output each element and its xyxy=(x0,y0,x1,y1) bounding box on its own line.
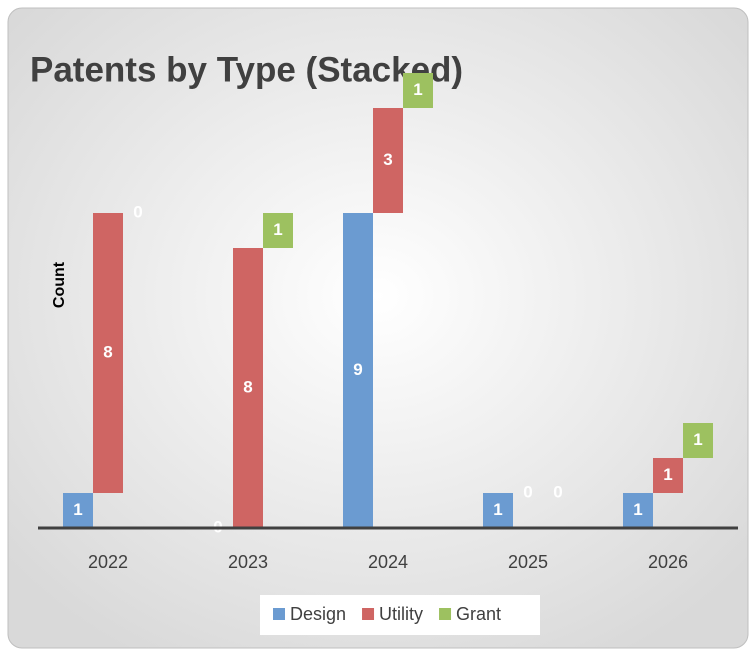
x-tick-label: 2025 xyxy=(508,552,548,572)
bar-segment xyxy=(63,493,93,528)
legend-label: Design xyxy=(290,604,346,624)
chart-background xyxy=(7,7,749,649)
bar-segment xyxy=(653,458,683,493)
legend-swatch xyxy=(439,608,452,620)
data-label: 3 xyxy=(383,150,392,169)
bar-segment xyxy=(93,213,123,493)
x-tick-label: 2024 xyxy=(368,552,408,572)
bar-segment xyxy=(483,493,513,528)
data-label: 1 xyxy=(273,220,282,239)
chart-title: Patents by Type (Stacked) xyxy=(30,50,463,89)
data-label: 0 xyxy=(133,202,142,221)
x-tick-label: 2026 xyxy=(648,552,688,572)
data-label: 9 xyxy=(353,360,362,379)
data-label: 8 xyxy=(103,342,112,361)
data-label: 1 xyxy=(493,500,502,519)
bar-segment xyxy=(343,213,373,528)
legend-swatch xyxy=(362,608,375,620)
bar-segment xyxy=(683,423,713,458)
legend-label: Grant xyxy=(456,604,501,624)
data-label: 0 xyxy=(523,482,532,501)
bar-segment xyxy=(263,213,293,248)
y-axis-label: Count xyxy=(51,261,68,308)
bar-segment xyxy=(623,493,653,528)
bar-segment xyxy=(233,248,263,528)
data-label: 0 xyxy=(553,482,562,501)
x-tick-label: 2023 xyxy=(228,552,268,572)
data-label: 1 xyxy=(73,500,82,519)
legend-label: Utility xyxy=(379,604,423,624)
data-label: 1 xyxy=(663,465,672,484)
bar-segment xyxy=(403,73,433,108)
data-label: 8 xyxy=(243,377,252,396)
data-label: 1 xyxy=(693,430,702,449)
legend-box xyxy=(260,595,540,635)
data-label: 1 xyxy=(633,500,642,519)
x-tick-label: 2022 xyxy=(88,552,128,572)
data-label: 1 xyxy=(413,80,422,99)
legend-swatch xyxy=(273,608,285,620)
bar-segment xyxy=(373,108,403,213)
